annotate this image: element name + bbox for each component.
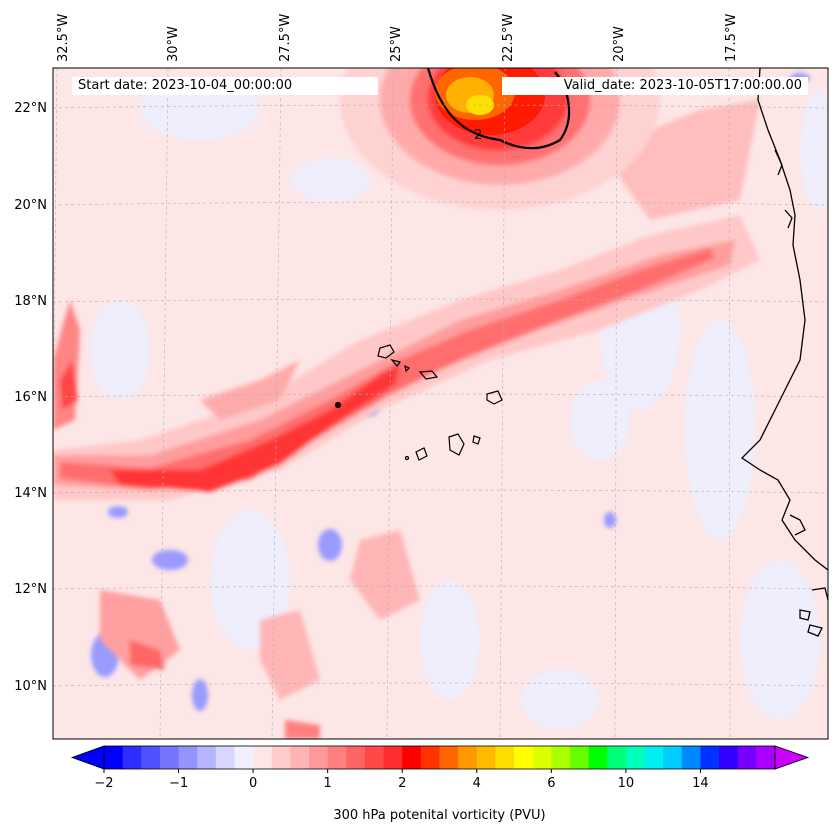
coastlines xyxy=(740,68,828,637)
colorbar-swatch xyxy=(197,746,217,769)
longitude-labels: 32.5°W 30°W 27.5°W 25°W 22.5°W 20°W 17.5… xyxy=(56,14,739,62)
colorbar-swatch xyxy=(644,746,664,769)
colorbar-swatch xyxy=(271,746,291,769)
colorbar-swatch xyxy=(234,746,254,769)
colorbar-swatch xyxy=(253,746,273,769)
colorbar-swatch xyxy=(514,746,534,769)
colorbar-swatch xyxy=(290,746,310,769)
lat-label: 18°N xyxy=(14,294,47,309)
gridlines xyxy=(53,68,828,739)
colorbar-tick-label: 2 xyxy=(398,776,406,791)
contour-label: 2 xyxy=(474,128,482,143)
lat-label: 10°N xyxy=(14,679,47,694)
colorbar xyxy=(70,745,810,770)
colorbar-swatch xyxy=(420,746,440,769)
colorbar-swatch xyxy=(756,746,776,769)
colorbar-swatch xyxy=(458,746,478,769)
colorbar-swatch xyxy=(495,746,515,769)
lat-label: 22°N xyxy=(14,101,47,116)
lat-label: 20°N xyxy=(14,198,47,213)
colorbar-tick-label: −2 xyxy=(94,776,113,791)
colorbar-swatch xyxy=(104,746,124,769)
negative-pv-patches xyxy=(90,80,828,730)
colorbar-swatch xyxy=(476,746,496,769)
colorbar-swatch xyxy=(141,746,161,769)
colorbar-tick-label: 14 xyxy=(692,776,709,791)
colorbar-tick-label: 4 xyxy=(473,776,481,791)
latitude-labels: 22°N 20°N 18°N 16°N 14°N 12°N 10°N xyxy=(14,101,47,694)
lon-label: 32.5°W xyxy=(56,14,71,62)
colorbar-swatch xyxy=(681,746,701,769)
colorbar-swatch xyxy=(737,746,757,769)
colorbar-ticks: −2 −1 0 1 2 4 6 10 14 xyxy=(94,769,709,791)
colorbar-swatch xyxy=(663,746,683,769)
colorbar-swatch xyxy=(383,746,403,769)
colorbar-tick-label: −1 xyxy=(169,776,188,791)
colorbar-extend-high xyxy=(774,745,810,770)
colorbar-swatch xyxy=(551,746,571,769)
lat-label: 12°N xyxy=(14,582,47,597)
map-field: 2 xyxy=(53,68,828,739)
colorbar-tick-label: 10 xyxy=(618,776,635,791)
lon-label: 27.5°W xyxy=(278,14,293,62)
colorbar-swatch xyxy=(364,746,384,769)
lon-label: 17.5°W xyxy=(724,14,739,62)
colorbar-tick-label: 1 xyxy=(324,776,332,791)
start-date-label: Start date: 2023-10-04_00:00:00 xyxy=(72,77,378,95)
pv-contour-2 xyxy=(426,68,571,150)
colorbar-swatch xyxy=(625,746,645,769)
lon-label: 25°W xyxy=(389,26,404,62)
colorbar-label: 300 hPa potenital vorticity (PVU) xyxy=(333,808,546,823)
colorbar-tick-label: 0 xyxy=(249,776,257,791)
lat-label: 14°N xyxy=(14,486,47,501)
colorbar-swatch xyxy=(215,746,235,769)
colorbar-swatch xyxy=(178,746,198,769)
positive-pv-band xyxy=(53,100,760,739)
colorbar-swatch xyxy=(309,746,329,769)
colorbar-swatch xyxy=(569,746,590,769)
colorbar-swatch xyxy=(402,746,422,769)
colorbar-swatch xyxy=(607,746,627,769)
colorbar-swatch xyxy=(122,746,142,769)
colorbar-swatch xyxy=(719,746,739,769)
lon-label: 20°W xyxy=(612,26,627,62)
colorbar-swatch xyxy=(588,746,608,769)
lon-label: 22.5°W xyxy=(501,14,516,62)
colorbar-tick-label: 6 xyxy=(547,776,555,791)
colorbar-swatch xyxy=(700,746,720,769)
colorbar-extend-low xyxy=(70,745,105,770)
colorbar-swatch xyxy=(159,746,179,769)
colorbar-swatch xyxy=(439,746,459,769)
colorbar-swatch xyxy=(532,746,552,769)
lat-label: 16°N xyxy=(14,390,47,405)
colorbar-swatch xyxy=(327,746,347,769)
colorbar-frame xyxy=(103,745,776,770)
colorbar-swatch xyxy=(346,746,366,769)
map-frame xyxy=(52,67,829,740)
cyclone-pv-maximum: 2 xyxy=(340,68,660,210)
cape-verde-islands xyxy=(334,344,503,461)
lon-label: 30°W xyxy=(166,26,181,62)
valid-date-label: Valid_date: 2023-10-05T17:00:00.00 xyxy=(502,77,808,95)
